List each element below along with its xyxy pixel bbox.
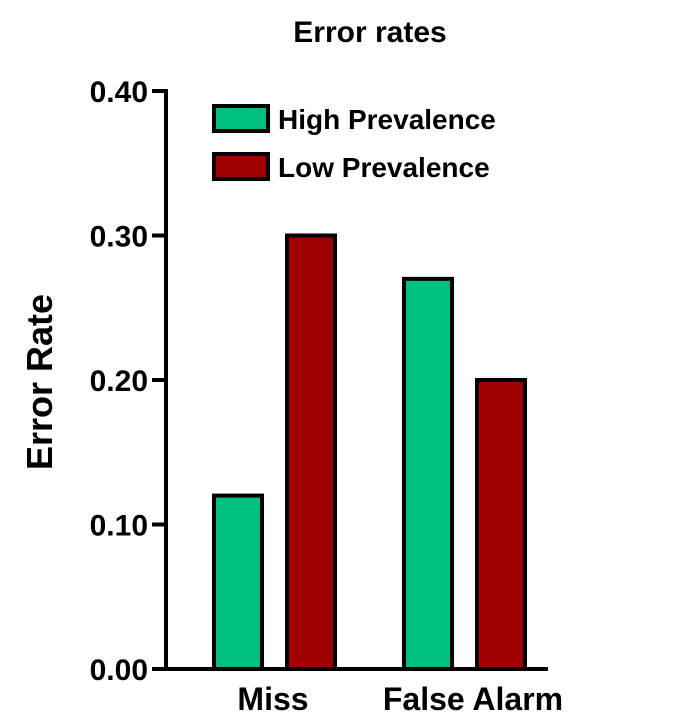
y-tick-label: 0.00 (90, 654, 148, 687)
bar-miss-low-prevalence (285, 233, 337, 671)
x-tick-label: Miss (237, 681, 308, 714)
legend-swatch (212, 104, 270, 133)
bar-false-alarm-low-prevalence (475, 378, 527, 671)
bar-miss-high-prevalence (212, 493, 264, 671)
y-tick-label: 0.20 (90, 365, 148, 398)
bar-false-alarm-high-prevalence (402, 276, 454, 671)
legend-label: Low Prevalence (278, 152, 490, 183)
legend: High Prevalence Low Prevalence (212, 104, 496, 183)
bars-group (212, 233, 527, 671)
legend-label: High Prevalence (278, 104, 496, 135)
y-tick-label: 0.30 (90, 221, 148, 254)
y-tick-label: 0.10 (90, 510, 148, 543)
axes-group: 0.00 0.10 0.20 0.30 0.40 (90, 76, 548, 687)
x-tick-label: False Alarm (383, 681, 563, 714)
legend-swatch (212, 152, 270, 181)
x-axis-labels: Miss False Alarm (237, 681, 563, 714)
chart-title: Error rates (293, 16, 446, 49)
y-axis-label: Error Rate (19, 294, 60, 470)
y-tick-label: 0.40 (90, 76, 148, 109)
